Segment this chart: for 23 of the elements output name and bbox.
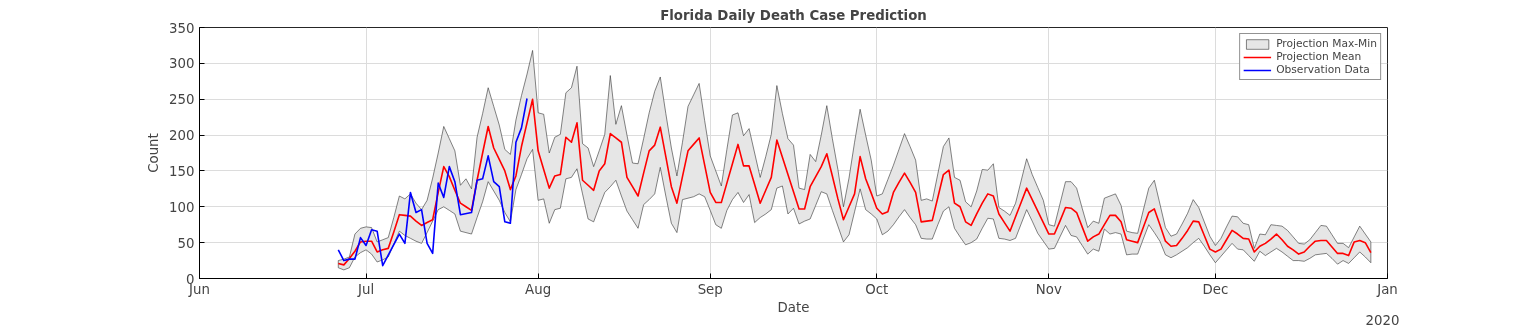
x-tick-label: Nov — [1035, 281, 1062, 297]
x-tick-label: Dec — [1202, 281, 1229, 297]
y-tick-label: 200 — [169, 128, 195, 144]
y-tick-label: 250 — [169, 92, 195, 108]
x-axis-title: Date — [777, 299, 810, 315]
x-tick-label: Sep — [697, 281, 723, 297]
chart-title: Florida Daily Death Case Prediction — [660, 7, 927, 23]
legend-label: Projection Max-Min — [1276, 37, 1377, 50]
x-tick-label: Jul — [357, 281, 375, 297]
legend-label: Projection Mean — [1276, 50, 1362, 63]
text: 2020 — [1365, 312, 1400, 328]
x-tick-label: Aug — [525, 281, 552, 297]
y-tick-label: 50 — [177, 235, 195, 251]
line-series — [337, 97, 528, 267]
y-tick-label: 350 — [169, 20, 195, 36]
line-series — [337, 98, 1372, 266]
x-tick-label: Oct — [865, 281, 889, 297]
y-tick-label: 150 — [169, 163, 195, 179]
y-tick-label: 100 — [169, 199, 195, 215]
y-tick-label: 300 — [169, 56, 195, 72]
x-tick-label: Jan — [1376, 281, 1398, 297]
legend-label: Observation Data — [1276, 63, 1370, 76]
y-axis-title: Count — [146, 133, 162, 173]
